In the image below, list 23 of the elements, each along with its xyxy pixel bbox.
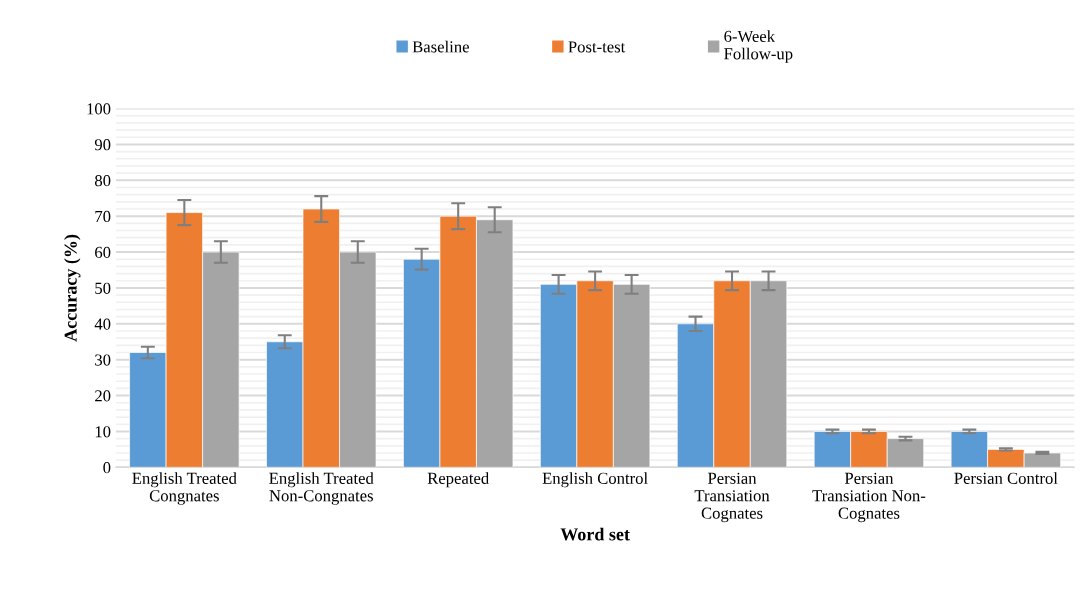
legend-label: Post-test <box>568 41 626 53</box>
x-tick-label: English Treated Non-Congnates <box>269 472 374 505</box>
y-tick-label: 0 <box>103 462 111 474</box>
x-tick-label: English Treated Congnates <box>132 472 237 505</box>
y-tick-label: 90 <box>94 139 111 151</box>
x-axis-title: Word set <box>560 527 630 541</box>
y-tick-label: 10 <box>95 426 111 438</box>
y-tick-label: 100 <box>87 103 111 115</box>
legend-label: Baseline <box>412 40 469 53</box>
y-tick-label: 80 <box>94 175 111 187</box>
x-tick-label: Repeated <box>427 472 489 488</box>
x-tick-label: English Control <box>542 472 648 488</box>
y-tick-label: 70 <box>95 210 111 223</box>
y-tick-label: 20 <box>95 390 111 402</box>
legend-label: 6-Week Follow-up <box>724 30 793 63</box>
y-tick-label: 40 <box>94 318 111 330</box>
y-tick-label: 30 <box>95 354 111 366</box>
y-axis-title: Accuracy (%) <box>64 234 81 342</box>
x-tick-label: Persian Control <box>954 472 1058 484</box>
y-tick-label: 50 <box>95 282 111 294</box>
x-tick-label: Persian Transiation Non- Cognates <box>812 472 926 523</box>
x-tick-label: Persian Transiation Cognates <box>694 472 770 523</box>
y-tick-label: 60 <box>95 246 111 258</box>
